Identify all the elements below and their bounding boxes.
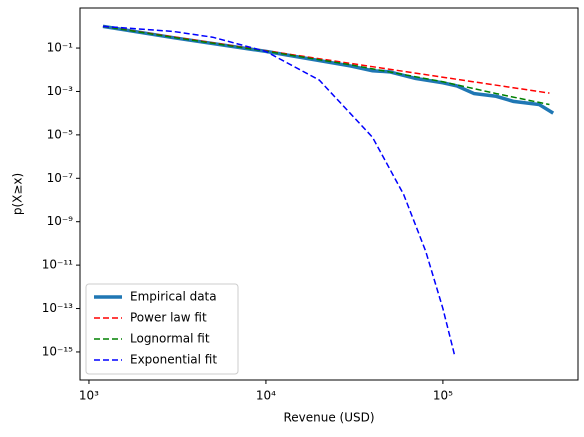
legend-label: Lognormal fit [130,332,210,346]
legend-label: Power law fit [130,311,207,325]
legend-box [85,283,239,375]
series-line [102,24,555,115]
y-tick-label: 10⁻¹³ [42,301,73,315]
legend-label: Exponential fit [130,353,217,367]
series-line [102,25,550,106]
y-tick-label: 10⁻⁷ [47,171,74,185]
y-tick-label: 10⁻¹ [47,41,74,55]
x-tick-label: 10⁴ [256,389,276,403]
axes-frame [79,7,579,381]
x-tick-label: 10³ [79,389,99,403]
y-axis-label: p(X≥x) [11,173,25,215]
legend: Empirical data Power law fit Lognormal fit… [85,283,239,375]
legend-label: Empirical data [130,290,217,304]
y-tick-label: 10⁻¹⁵ [42,344,73,358]
y-tick-label: 10⁻¹¹ [42,258,73,272]
plot-area [102,24,555,358]
series-line [102,25,456,358]
y-tick-label: 10⁻³ [47,84,74,98]
x-tick-label: 10⁵ [433,389,453,403]
y-tick-label: 10⁻⁹ [47,214,74,228]
x-axis-label: Revenue (USD) [283,411,374,425]
y-tick-label: 10⁻⁵ [47,127,74,141]
